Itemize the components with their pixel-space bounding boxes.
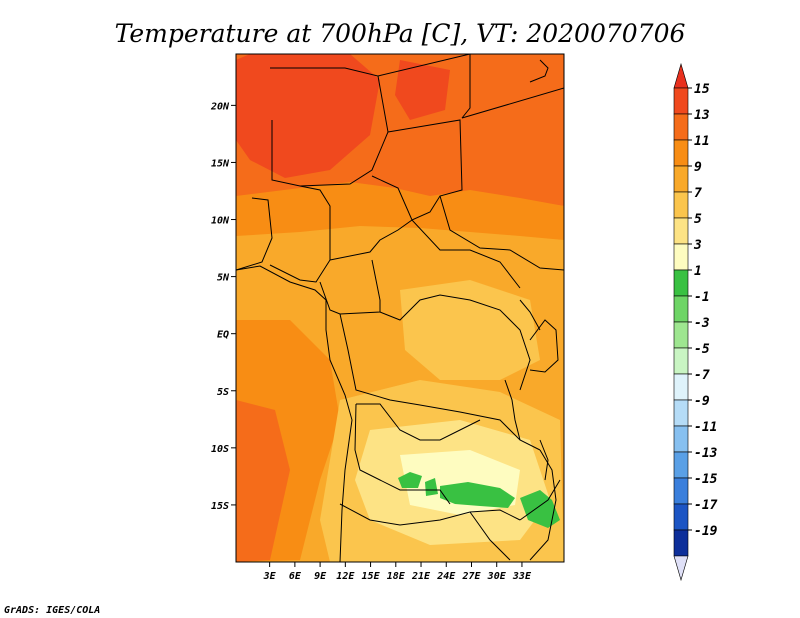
x-tick-label: 12E <box>336 571 355 582</box>
colorbar-swatch <box>673 217 689 245</box>
x-axis: 3E 6E 9E 12E 15E 18E 21E 24E 27E 30E 33E <box>263 562 532 582</box>
colorbar-swatch <box>673 191 689 219</box>
colorbar-label: 5 <box>694 212 702 227</box>
colorbar-label: -13 <box>694 446 718 461</box>
y-tick-label: 10N <box>211 216 230 227</box>
border-drc-east <box>379 294 531 391</box>
border-libya-egypt <box>461 54 471 119</box>
colorbar-label: 7 <box>694 186 702 201</box>
border-niger-mali <box>270 67 389 187</box>
y-tick-label: 20N <box>210 101 230 112</box>
x-tick-label: 33E <box>512 571 532 582</box>
colorbar-label: -9 <box>694 394 710 409</box>
colorbar-label: -1 <box>694 290 710 305</box>
colorbar-label: -5 <box>694 342 710 357</box>
field-north-core-2 <box>395 60 450 120</box>
colorbar-swatch <box>673 87 689 115</box>
colorbar-swatch <box>673 113 689 141</box>
colorbar: 15 13 11 9 7 5 3 1 -1 -3 -5 -7 -9 -11 -13 -15 -17 -19 <box>673 62 718 582</box>
colorbar-label: 3 <box>693 238 702 253</box>
colorbar-swatch <box>673 165 689 193</box>
coastline-west <box>236 265 353 562</box>
border-car <box>329 219 521 289</box>
colorbar-label: 1 <box>694 264 702 279</box>
colorbar-swatch <box>673 269 689 297</box>
lake-malawi <box>539 439 549 481</box>
colorbar-label: -17 <box>694 498 718 513</box>
x-tick-label: 18E <box>387 571 406 582</box>
lake-tanganyika <box>504 379 521 441</box>
border-angola-zambia <box>354 403 451 505</box>
border-congo-drc <box>339 313 541 451</box>
colorbar-label: -15 <box>694 472 718 487</box>
plot-frame <box>235 53 565 563</box>
field-cold-patch-3 <box>440 482 515 508</box>
y-tick-label: EQ <box>217 330 229 341</box>
colorbar-label: -19 <box>694 524 718 539</box>
colorbar-swatch <box>673 321 689 349</box>
border-angola <box>356 403 481 441</box>
colorbar-swatch <box>673 399 689 427</box>
x-tick-label: 3E <box>263 571 277 582</box>
colorbar-label: 11 <box>694 134 710 149</box>
chart-title: Temperature at 700hPa [C], VT: 202007070… <box>115 19 686 48</box>
colorbar-label: -7 <box>694 368 710 383</box>
y-tick-label: 15N <box>211 158 230 169</box>
temperature-field <box>236 54 564 562</box>
border-cameroon <box>319 259 381 315</box>
colorbar-swatch <box>673 529 689 557</box>
colorbar-label: -11 <box>694 420 717 435</box>
border-egypt-sudan <box>461 87 564 119</box>
border-namibia-botswana <box>339 503 521 526</box>
field-southwest-warm <box>236 400 290 562</box>
colorbar-swatch <box>673 451 689 479</box>
boundaries <box>236 54 564 562</box>
lake-albert <box>519 299 541 331</box>
y-axis: 20N 15N 10N 5N EQ 5S 10S 15S <box>210 101 236 512</box>
colorbar-swatch <box>673 477 689 505</box>
y-tick-label: 5N <box>217 273 230 284</box>
colorbar-label: 15 <box>694 82 710 97</box>
y-tick-label: 10S <box>211 444 229 455</box>
border-sudan-south <box>439 195 564 271</box>
y-tick-label: 15S <box>211 501 229 512</box>
x-tick-label: 21E <box>411 571 431 582</box>
colorbar-swatch <box>673 243 689 271</box>
field-equatorial-light <box>400 280 540 380</box>
field-north-transition <box>236 182 564 240</box>
colorbar-swatch <box>673 347 689 375</box>
x-tick-label: 9E <box>314 571 327 582</box>
border-chad-libya <box>371 54 471 221</box>
colorbar-swatch <box>673 425 689 453</box>
border-kenya-uganda <box>529 319 559 373</box>
colorbar-label: 13 <box>694 108 710 123</box>
colorbar-swatch <box>673 295 689 323</box>
field-cold-patch-4 <box>520 490 560 528</box>
credit-text: GrADS: IGES/COLA <box>4 605 100 616</box>
x-tick-label: 24E <box>436 571 456 582</box>
colorbar-swatch <box>673 503 689 531</box>
x-tick-label: 6E <box>289 571 302 582</box>
colorbar-bottom-triangle <box>673 555 689 582</box>
colorbar-label: -3 <box>694 316 710 331</box>
border-zimbabwe <box>469 479 561 561</box>
colorbar-swatch <box>673 139 689 167</box>
y-tick-label: 5S <box>217 387 229 398</box>
x-tick-label: 30E <box>487 571 507 582</box>
field-cold-patch-2 <box>425 478 438 496</box>
field-cold-patch-1 <box>398 472 422 488</box>
x-tick-label: 15E <box>362 571 381 582</box>
coastline-sinai <box>529 59 549 83</box>
x-tick-label: 27E <box>461 571 481 582</box>
colorbar-label: 9 <box>694 160 702 175</box>
colorbar-swatch <box>673 373 689 401</box>
colorbar-top-triangle <box>673 62 689 89</box>
border-ghana-togo <box>236 197 273 271</box>
